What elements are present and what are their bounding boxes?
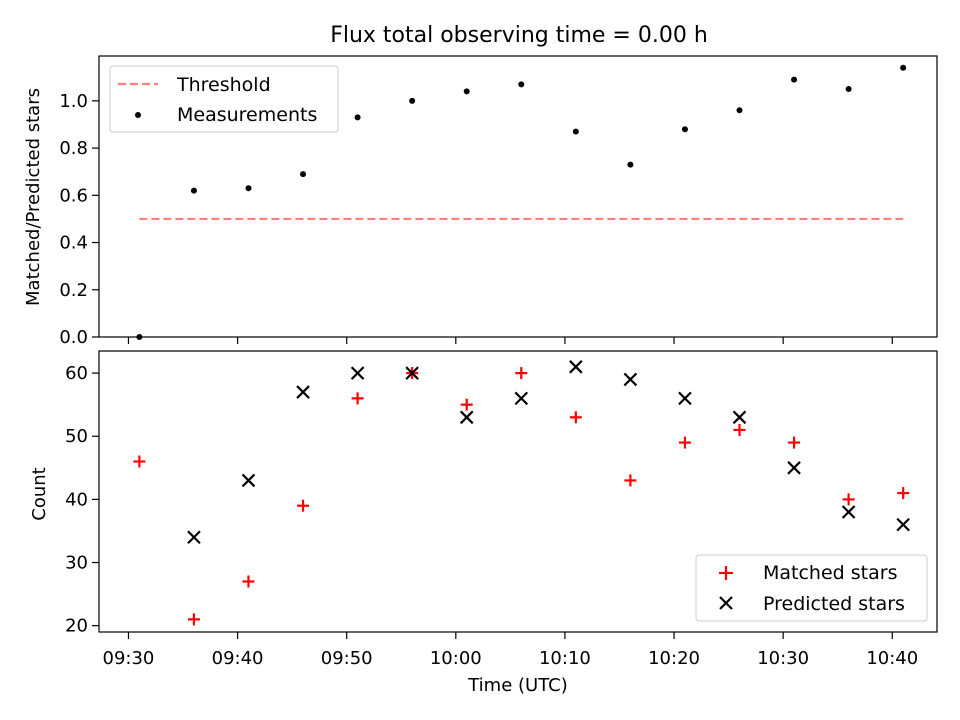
matched-star-point (187, 613, 200, 626)
x-tick-label: 09:40 (212, 648, 264, 669)
measurement-point (354, 114, 361, 121)
count-y-axis-label: Count (29, 467, 50, 520)
legend-predicted-label: Predicted stars (763, 593, 905, 615)
measurement-point (736, 107, 743, 114)
count-y-tick-label: 20 (65, 616, 88, 637)
measurement-point (791, 76, 798, 83)
predicted-star-point (787, 461, 801, 475)
matched-star-point (897, 487, 910, 500)
matched-star-point (515, 367, 528, 380)
predicted-star-point (405, 366, 419, 380)
ratio-y-tick-label: 0.4 (59, 233, 88, 254)
ratio-y-tick-label: 0.2 (59, 280, 88, 301)
legend-threshold-label: Threshold (176, 74, 271, 96)
matched-star-point (842, 493, 855, 506)
measurement-point (518, 81, 525, 88)
x-tick-label: 10:10 (539, 648, 591, 669)
matched-star-point (460, 398, 473, 411)
count-panel-frame (98, 350, 938, 633)
matched-star-point (788, 436, 801, 449)
ratio-panel-frame (98, 55, 938, 338)
measurement-point (190, 187, 197, 194)
measurement-point (900, 64, 907, 71)
x-tick-label: 10:40 (866, 648, 918, 669)
ratio-legend: Threshold Measurements (109, 65, 339, 133)
measurement-point (681, 126, 688, 133)
legend-predicted-swatch (719, 596, 733, 610)
count-panel: 09:30 09:40 09:50 10:00 10:10 10:20 10:30 10:40… (29, 350, 938, 696)
matched-star-point (242, 575, 255, 588)
measurement-point (845, 86, 852, 93)
matched-star-point (678, 436, 691, 449)
measurement-point (627, 161, 634, 168)
x-tick-label: 10:30 (757, 648, 809, 669)
count-legend: Matched stars Predicted stars (695, 554, 928, 622)
predicted-star-point (623, 372, 638, 387)
matched-star-point (733, 423, 746, 436)
predicted-star-point (241, 473, 256, 488)
measurement-point (300, 171, 307, 178)
x-tick-label: 10:20 (648, 648, 700, 669)
matched-star-point (297, 499, 310, 512)
ratio-y-axis-label: Matched/Predicted stars (23, 88, 44, 306)
legend-measurements-swatch (135, 112, 141, 118)
predicted-star-point (569, 360, 583, 374)
predicted-star-point (514, 391, 529, 406)
x-tick-label: 09:30 (103, 648, 155, 669)
predicted-star-point (678, 391, 692, 406)
count-y-tick-label: 50 (65, 426, 88, 447)
legend-matched-label: Matched stars (763, 562, 897, 584)
x-tick-label: 09:50 (321, 648, 373, 669)
measurement-point (572, 128, 579, 135)
measurement-point (245, 185, 252, 192)
matched-star-point (133, 455, 146, 468)
predicted-star-point (187, 530, 201, 545)
x-tick-label: 10:00 (430, 648, 482, 669)
predicted-star-point (732, 410, 747, 425)
predicted-star-point (841, 505, 856, 519)
matched-star-point (351, 392, 364, 405)
ratio-y-tick-label: 0.0 (59, 327, 88, 348)
measurement-point (409, 97, 416, 104)
legend-matched-swatch (719, 566, 733, 580)
count-y-tick-label: 30 (65, 553, 88, 574)
predicted-star-point (459, 410, 474, 425)
legend-measurements-label: Measurements (177, 104, 317, 126)
ratio-y-tick-label: 0.8 (59, 138, 88, 159)
count-y-tick-label: 60 (65, 363, 88, 384)
ratio-panel: 0.0 0.2 0.4 0.6 0.8 1.0 Matched/Predicted sta… (23, 55, 938, 348)
chart-title: Flux total observing time = 0.00 h (330, 23, 708, 48)
matched-star-point (624, 474, 637, 487)
x-axis-label: Time (UTC) (467, 675, 568, 696)
measurement-point (463, 88, 470, 95)
ratio-y-tick-label: 0.6 (59, 185, 88, 206)
count-y-tick-label: 40 (65, 489, 88, 510)
predicted-star-point (350, 366, 365, 380)
predicted-star-point (896, 517, 910, 532)
ratio-y-tick-label: 1.0 (59, 91, 88, 112)
matched-star-point (569, 411, 582, 424)
predicted-star-point (296, 385, 310, 399)
